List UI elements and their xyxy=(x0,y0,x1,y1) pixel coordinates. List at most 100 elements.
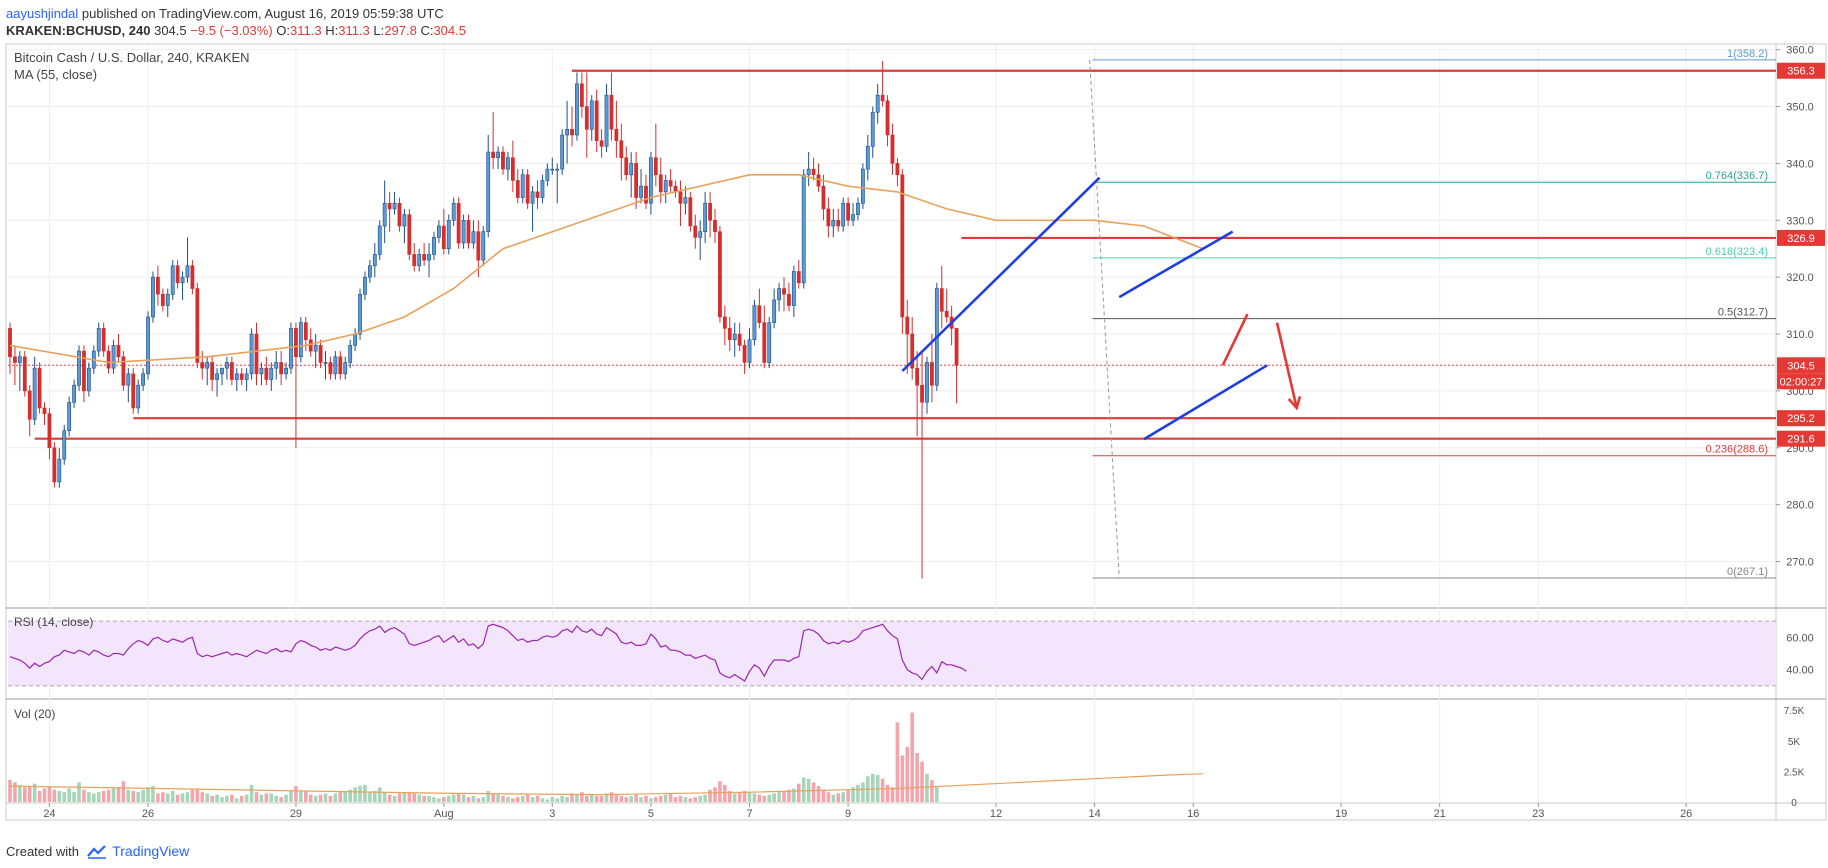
candle-body xyxy=(806,168,811,176)
volume-bar xyxy=(82,789,86,802)
candle-body xyxy=(249,333,254,375)
candle-body xyxy=(520,174,525,198)
volume-bar xyxy=(639,797,643,802)
rsi-tick-label: 40.00 xyxy=(1786,665,1814,677)
volume-bar xyxy=(535,795,540,802)
candle-body xyxy=(767,322,772,363)
candle-body xyxy=(141,373,146,386)
candle-body xyxy=(796,271,801,284)
volume-bar xyxy=(22,787,27,802)
rsi-line xyxy=(9,623,967,682)
volume-bar xyxy=(451,794,456,802)
volume-bar xyxy=(121,781,126,802)
volume-bar xyxy=(141,789,145,802)
volume-bar xyxy=(515,797,520,802)
volume-bar xyxy=(165,793,170,802)
volume-bar xyxy=(570,793,574,802)
volume-bar xyxy=(772,793,776,802)
fib-level-label: 1(358.2) xyxy=(1727,48,1768,60)
candle-body xyxy=(668,180,673,187)
price-tick-label: 280.0 xyxy=(1786,500,1814,512)
volume-bar xyxy=(713,787,717,802)
candle-body xyxy=(555,168,560,171)
price-tick-label: 330.0 xyxy=(1786,215,1814,227)
volume-bar xyxy=(437,798,441,802)
volume-bar xyxy=(797,783,801,802)
candle-body xyxy=(165,293,170,306)
volume-bar xyxy=(432,797,436,802)
candle-body xyxy=(427,254,431,261)
candle-body xyxy=(506,157,510,170)
volume-bar xyxy=(885,784,890,802)
candle-body xyxy=(481,231,486,261)
candle-body xyxy=(417,254,422,267)
tradingview-link[interactable]: TradingView xyxy=(112,843,190,859)
candle-body xyxy=(101,328,106,352)
fib-anchor-dashed-line xyxy=(1089,59,1120,579)
candle-body xyxy=(678,191,683,204)
candle-body xyxy=(313,345,318,352)
candle-body xyxy=(200,362,205,369)
candle-body xyxy=(422,254,427,261)
candle-body xyxy=(348,345,353,363)
time-tick-label: 16 xyxy=(1187,808,1199,820)
volume-bar xyxy=(57,790,62,802)
volume-bar xyxy=(816,786,821,802)
volume-bar xyxy=(111,788,116,802)
candle-body xyxy=(737,333,742,346)
candle-body xyxy=(826,208,831,227)
candle-body xyxy=(220,367,224,375)
candle-body xyxy=(323,362,328,364)
volume-bar xyxy=(387,794,392,802)
volume-bar xyxy=(742,790,747,802)
price-axis-badge xyxy=(1777,229,1825,246)
volume-bar xyxy=(284,794,288,802)
price-axis-badge xyxy=(1777,410,1825,427)
price-axis-badge-label: 304.5 xyxy=(1787,360,1815,372)
volume-bar xyxy=(373,790,377,802)
candle-body xyxy=(900,174,905,318)
candle-body xyxy=(599,140,604,147)
candle-body xyxy=(846,202,851,221)
price-tick-label: 320.0 xyxy=(1786,272,1814,284)
candle-body xyxy=(535,191,540,198)
volume-tick-label: 2.5K xyxy=(1784,767,1805,778)
volume-bar xyxy=(200,792,205,802)
volume-bar xyxy=(456,793,461,802)
volume-bar xyxy=(215,794,219,802)
tradingview-logo-icon xyxy=(86,845,106,859)
volume-bar xyxy=(249,784,254,802)
volume-bar xyxy=(550,797,555,802)
volume-bar xyxy=(585,795,589,802)
candle-body xyxy=(156,276,160,295)
candle-body xyxy=(491,151,496,159)
candle-body xyxy=(17,356,22,363)
volume-bar xyxy=(62,792,67,802)
candle-body xyxy=(540,180,545,198)
volume-bar xyxy=(747,792,752,802)
volume-bar xyxy=(782,790,786,802)
candle-body xyxy=(515,180,520,198)
candle-body xyxy=(52,447,57,483)
candle-body xyxy=(752,305,757,341)
candle-body xyxy=(476,231,481,261)
author-link[interactable]: aayushjindal xyxy=(6,6,79,21)
volume-bar xyxy=(910,712,914,802)
volume-bar xyxy=(8,779,12,802)
candle-body xyxy=(722,316,727,329)
candle-body xyxy=(338,356,343,375)
candle-body xyxy=(234,373,239,380)
volume-bar xyxy=(752,793,757,802)
candle-body xyxy=(358,293,362,335)
price-axis-badge-label: 326.9 xyxy=(1787,233,1815,245)
volume-bar xyxy=(338,792,343,802)
candle-body xyxy=(195,288,200,363)
time-tick-label: 29 xyxy=(290,808,302,820)
candle-body xyxy=(308,339,313,352)
volume-bar xyxy=(811,782,816,802)
candle-body xyxy=(510,157,515,181)
volume-bar xyxy=(604,793,609,802)
volume-bar xyxy=(560,795,564,802)
candle-body xyxy=(170,265,175,295)
